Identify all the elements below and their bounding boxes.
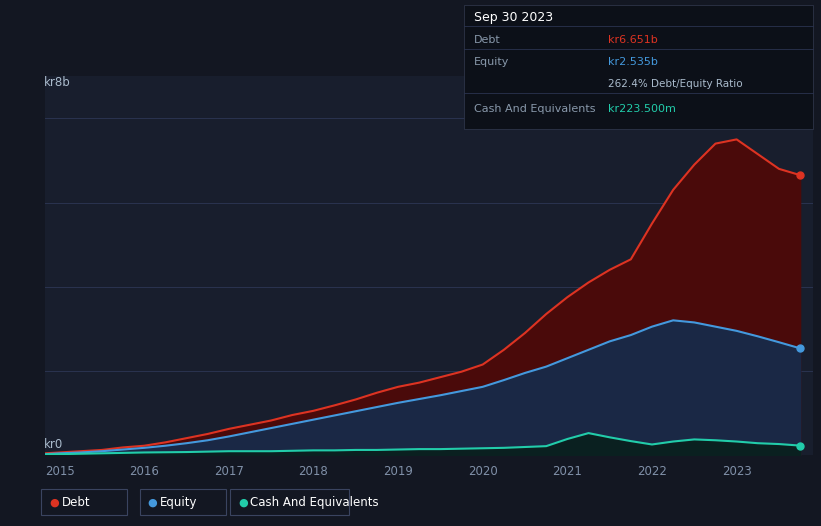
Text: kr223.500m: kr223.500m	[608, 104, 676, 114]
Text: ●: ●	[148, 497, 158, 508]
Text: ●: ●	[238, 497, 248, 508]
Text: 262.4% Debt/Equity Ratio: 262.4% Debt/Equity Ratio	[608, 79, 742, 89]
Text: Cash And Equivalents: Cash And Equivalents	[474, 104, 595, 114]
Text: Cash And Equivalents: Cash And Equivalents	[250, 496, 379, 509]
Text: Sep 30 2023: Sep 30 2023	[474, 11, 553, 24]
Text: kr8b: kr8b	[44, 76, 71, 89]
Text: kr0: kr0	[44, 438, 63, 451]
Text: ●: ●	[49, 497, 59, 508]
Text: kr6.651b: kr6.651b	[608, 35, 658, 45]
Text: Debt: Debt	[62, 496, 90, 509]
Text: Debt: Debt	[474, 35, 501, 45]
Text: kr2.535b: kr2.535b	[608, 57, 658, 67]
Text: Equity: Equity	[474, 57, 509, 67]
Text: Equity: Equity	[160, 496, 198, 509]
